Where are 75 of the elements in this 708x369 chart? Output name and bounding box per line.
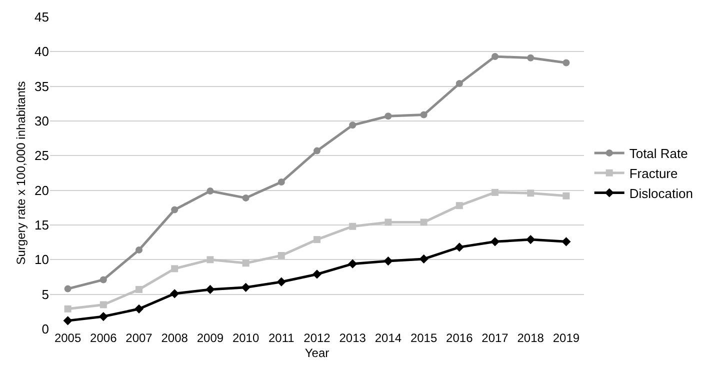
x-tick-label: 2016	[446, 331, 474, 345]
point	[384, 112, 392, 120]
point	[63, 316, 72, 326]
point	[527, 54, 534, 62]
x-tick-label: 2019	[552, 331, 580, 345]
x-tick-label: 2011	[268, 331, 295, 345]
point	[64, 305, 72, 312]
x-tick-label: 2006	[90, 331, 118, 345]
x-tick-label: 2013	[339, 331, 366, 345]
point	[171, 265, 178, 272]
point	[242, 194, 250, 202]
point	[348, 259, 358, 268]
point	[312, 270, 322, 279]
point	[241, 282, 250, 292]
point	[527, 190, 534, 197]
y-tick-label: 20	[34, 182, 49, 198]
y-tick-label: 40	[34, 44, 49, 60]
point	[526, 235, 536, 244]
x-axis-title: Year	[304, 346, 330, 360]
point	[456, 202, 463, 210]
point	[278, 252, 285, 260]
x-tick-label: 2007	[126, 331, 153, 345]
x-tick-label: 2005	[54, 331, 82, 345]
point	[278, 178, 285, 186]
point	[134, 304, 144, 314]
point	[64, 285, 72, 292]
point	[420, 218, 428, 226]
point	[314, 147, 320, 154]
point	[490, 237, 500, 246]
point	[349, 222, 356, 230]
point	[314, 236, 320, 244]
point	[492, 188, 498, 196]
legend-label: Dislocation	[629, 186, 693, 201]
y-axis-title: Surgery rate x 100,000 inhabitants	[14, 81, 28, 265]
y-tick-label: 5	[42, 286, 49, 302]
x-tick-label: 2014	[374, 331, 402, 345]
y-tick-label: 0	[42, 322, 49, 337]
point	[136, 246, 142, 254]
point	[492, 53, 498, 60]
point	[562, 237, 571, 246]
point	[456, 80, 463, 88]
x-tick-label: 2009	[196, 331, 224, 345]
x-tick-label: 2017	[482, 331, 509, 345]
point	[420, 111, 428, 118]
point	[242, 260, 250, 267]
point	[276, 277, 286, 286]
x-tick-label: 2012	[304, 331, 331, 345]
x-tick-label: 2010	[232, 331, 260, 345]
point	[206, 188, 214, 195]
x-tick-label: 2018	[517, 331, 544, 345]
x-tick-label: 2015	[410, 331, 438, 345]
x-tick-label: 2008	[161, 331, 188, 345]
legend-label: Total Rate	[629, 146, 688, 162]
legend-label: Fracture	[629, 166, 678, 181]
y-tick-label: 45	[34, 10, 49, 25]
y-tick-label: 25	[34, 148, 49, 164]
point	[206, 284, 215, 294]
point	[562, 192, 570, 200]
point	[562, 59, 570, 66]
point	[171, 206, 178, 214]
point	[206, 256, 214, 264]
y-tick-label: 15	[34, 218, 49, 233]
point	[384, 218, 392, 226]
point	[100, 276, 107, 284]
point	[384, 256, 393, 266]
point	[98, 312, 108, 322]
point	[170, 289, 180, 298]
point	[454, 242, 464, 252]
y-tick-label: 35	[34, 78, 49, 94]
point	[100, 301, 107, 308]
y-tick-label: 10	[34, 252, 49, 268]
point	[419, 254, 428, 264]
point	[349, 122, 356, 129]
y-tick-label: 30	[34, 114, 49, 129]
point	[136, 286, 142, 293]
